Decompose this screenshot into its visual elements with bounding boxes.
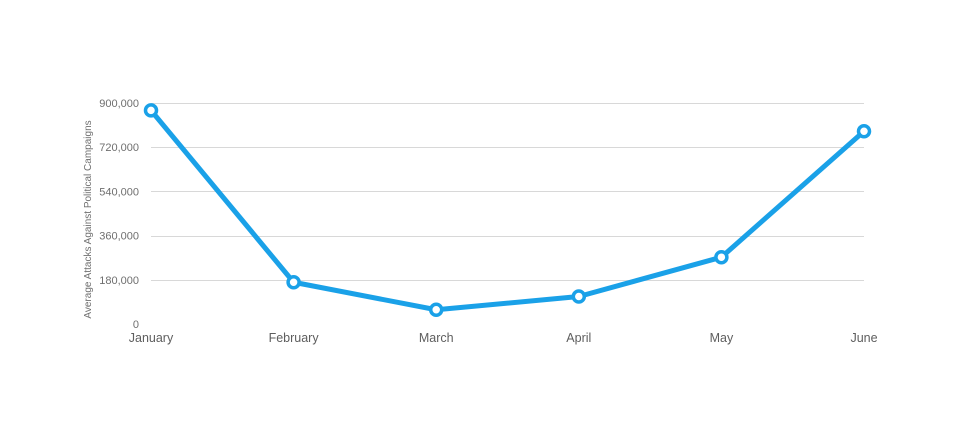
data-point-january xyxy=(143,103,159,118)
x-tick-label: May xyxy=(710,331,734,345)
series-layer xyxy=(143,103,872,318)
x-tick-label: February xyxy=(269,331,320,345)
grid-layer xyxy=(151,103,864,281)
y-axis-ticks: 0 180,000 360,000 540,000 720,000 900,000 xyxy=(99,98,139,331)
data-point-february xyxy=(286,275,301,290)
series-line xyxy=(148,107,867,313)
data-point-march xyxy=(428,302,444,318)
data-point-june xyxy=(856,123,872,139)
y-tick-label: 180,000 xyxy=(99,275,139,287)
x-tick-label: June xyxy=(850,331,877,345)
x-tick-label: April xyxy=(566,331,591,345)
y-tick-label: 0 xyxy=(133,319,139,331)
x-tick-label: January xyxy=(129,331,174,345)
data-point-may xyxy=(714,249,729,265)
y-tick-label: 720,000 xyxy=(99,142,139,154)
data-point-april xyxy=(571,289,587,304)
y-axis-title: Average Attacks Against Political Campai… xyxy=(83,120,94,318)
y-tick-label: 540,000 xyxy=(99,186,139,198)
x-axis-ticks: January February March April May June xyxy=(129,331,878,345)
x-tick-label: March xyxy=(419,331,454,345)
y-tick-label: 900,000 xyxy=(99,98,139,110)
y-tick-label: 360,000 xyxy=(99,231,139,243)
